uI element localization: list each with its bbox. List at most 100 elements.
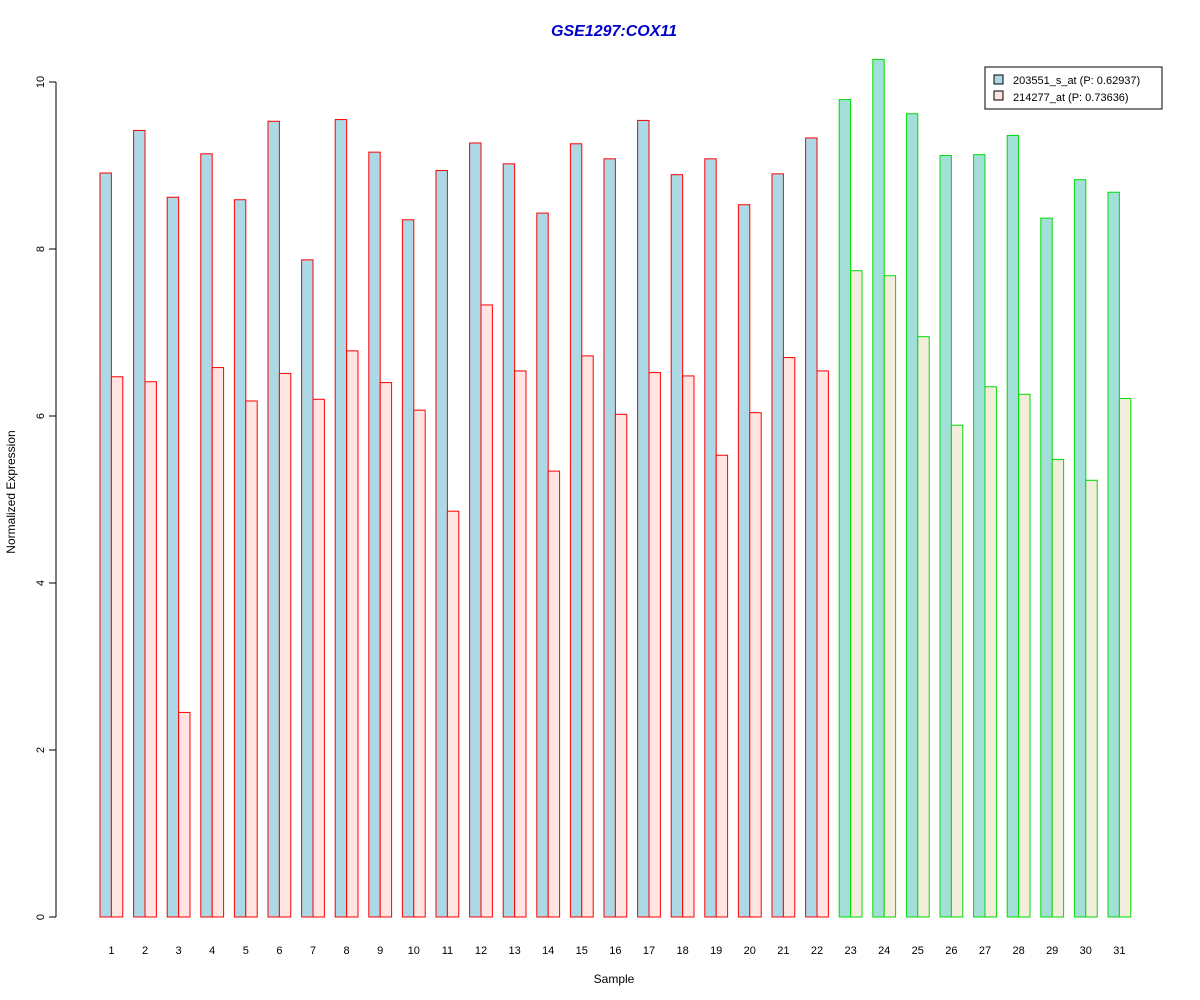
- x-tick-label: 20: [744, 945, 756, 957]
- bar-series2-sample-21: [782, 357, 796, 918]
- bar-series2-sample-5: [245, 400, 258, 918]
- bar-series2-sample-20: [749, 412, 762, 918]
- x-tick-label: 26: [945, 945, 957, 957]
- x-tick-label: 9: [377, 945, 383, 957]
- x-tick-label: 4: [209, 945, 215, 957]
- y-axis: 0 2 4 6 8 10: [35, 76, 57, 920]
- bar-series1-sample-2: [133, 129, 146, 918]
- x-tick-label: 5: [243, 945, 249, 957]
- y-tick-label: 0: [35, 914, 47, 920]
- bar-series1-sample-20: [737, 204, 751, 918]
- bar-series1-sample-9: [368, 151, 381, 918]
- x-tick-label: 1: [108, 945, 114, 957]
- bar-series2-sample-1: [110, 376, 124, 918]
- bar-series1-sample-22: [805, 137, 818, 918]
- bar-series2-sample-22: [816, 370, 829, 918]
- x-tick-label: 18: [676, 945, 688, 957]
- bar-series2-sample-2: [144, 381, 157, 918]
- x-tick-label: 2: [142, 945, 148, 957]
- bar-series2-sample-10: [413, 409, 426, 918]
- legend-label-1: 203551_s_at (P: 0.62937): [1013, 75, 1140, 87]
- legend-label-2: 214277_at (P: 0.73636): [1013, 92, 1129, 104]
- bar-series1-sample-17: [637, 119, 650, 918]
- bar-series1-sample-3: [166, 196, 180, 918]
- x-tick-label: 8: [344, 945, 350, 957]
- bar-series2-sample-16: [614, 413, 628, 918]
- bar-series2-sample-31: [1118, 397, 1132, 918]
- y-tick-label: 8: [35, 246, 47, 252]
- legend: 203551_s_at (P: 0.62937) 214277_at (P: 0…: [984, 66, 1163, 110]
- y-tick-label: 10: [35, 76, 47, 88]
- bar-series2-sample-26: [950, 424, 964, 918]
- bar-series1-sample-30: [1073, 179, 1087, 918]
- bar-series1-sample-11: [435, 170, 448, 918]
- bar-series1-sample-4: [200, 153, 213, 918]
- x-tick-label: 23: [844, 945, 856, 957]
- x-tick-label: 11: [442, 945, 453, 957]
- x-tick-label: 29: [1046, 945, 1058, 957]
- x-tick-label: 3: [176, 945, 182, 957]
- x-tick-label: 21: [777, 945, 789, 957]
- bar-series2-sample-15: [581, 355, 594, 918]
- x-tick-label: 15: [576, 945, 588, 957]
- bar-series1-sample-18: [670, 174, 684, 918]
- x-tick-label: 19: [710, 945, 722, 957]
- bar-series1-sample-25: [905, 113, 919, 918]
- x-tick-label: 7: [310, 945, 316, 957]
- bar-series2-sample-17: [648, 372, 661, 918]
- legend-swatch-2: [993, 90, 1004, 101]
- bar-series2-sample-19: [715, 454, 729, 918]
- y-tick-label: 4: [35, 580, 47, 586]
- bar-series2-sample-27: [984, 386, 997, 918]
- y-tick-label: 6: [35, 413, 47, 419]
- bar-series2-sample-28: [1018, 393, 1031, 918]
- legend-box: [984, 66, 1163, 110]
- bar-series2-sample-12: [480, 304, 493, 918]
- x-tick-labels: 1 2 3 4 5 6 7 8 9 10 11 12 13 14 15 16 17 18 19 20 21 22 23 24 2…: [108, 945, 1125, 957]
- x-tick-label: 27: [979, 945, 991, 957]
- bar-series1-sample-27: [973, 154, 986, 918]
- y-axis-label: Normalized Expression: [4, 430, 18, 553]
- bar-series1-sample-6: [267, 120, 280, 918]
- bar-series1-sample-19: [704, 158, 717, 918]
- x-tick-label: 24: [878, 945, 890, 957]
- x-tick-label: 16: [609, 945, 621, 957]
- bar-series1-sample-16: [603, 158, 616, 918]
- x-axis-label: Sample: [594, 972, 635, 986]
- bar-series1-sample-7: [301, 259, 314, 918]
- x-tick-label: 30: [1080, 945, 1092, 957]
- x-tick-label: 25: [912, 945, 924, 957]
- bar-series2-sample-6: [278, 372, 292, 918]
- x-tick-label: 10: [408, 945, 420, 957]
- bar-series1-sample-5: [233, 199, 247, 918]
- x-tick-label: 17: [643, 945, 655, 957]
- x-tick-label: 28: [1012, 945, 1024, 957]
- bar-series2-sample-25: [917, 336, 930, 918]
- x-tick-label: 22: [811, 945, 823, 957]
- x-tick-label: 6: [276, 945, 282, 957]
- legend-swatch-1: [993, 74, 1004, 85]
- bar-series1-sample-14: [536, 212, 549, 918]
- x-tick-label: 12: [475, 945, 487, 957]
- bar-series1-sample-1: [99, 172, 112, 918]
- bar-series2-sample-23: [850, 270, 863, 918]
- bar-series1-sample-21: [771, 173, 784, 918]
- bar-series2-sample-30: [1085, 479, 1098, 918]
- bar-series1-sample-24: [872, 58, 885, 918]
- bars: [99, 58, 1132, 918]
- bar-series1-sample-23: [838, 99, 852, 918]
- bar-series2-sample-13: [514, 370, 527, 918]
- bar-series1-sample-12: [469, 142, 482, 918]
- bar-series2-sample-9: [379, 382, 393, 918]
- bar-series1-sample-8: [334, 119, 348, 918]
- bar-series2-sample-8: [346, 350, 359, 918]
- chart-title: GSE1297:COX11: [551, 23, 677, 40]
- bar-series2-sample-7: [312, 398, 325, 918]
- x-tick-label: 13: [508, 945, 520, 957]
- x-tick-label: 31: [1113, 945, 1125, 957]
- bar-series2-sample-3: [178, 711, 191, 918]
- bar-series2-sample-18: [682, 375, 695, 918]
- bar-series1-sample-26: [939, 154, 952, 918]
- bar-series2-sample-14: [547, 470, 561, 918]
